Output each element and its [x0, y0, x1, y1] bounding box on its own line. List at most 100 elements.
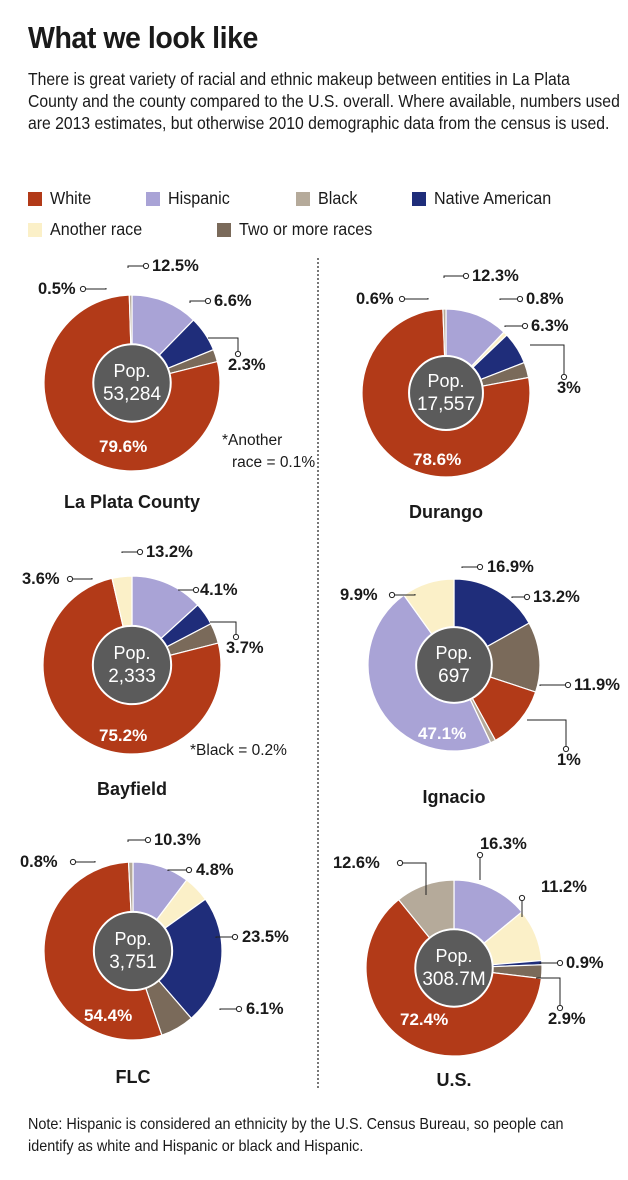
data-label: 2.9%	[548, 1010, 586, 1028]
legend-label: Hispanic	[168, 188, 230, 208]
leader-dot	[192, 586, 200, 594]
data-label: 2.3%	[228, 356, 266, 374]
leader-line	[215, 936, 235, 938]
data-label: 13.2%	[533, 588, 580, 606]
chart-title: U.S.	[436, 1070, 471, 1090]
leader-dot	[398, 295, 406, 303]
legend-label: Black	[318, 188, 358, 208]
legend-swatch	[28, 191, 42, 206]
pie-slice-two-or-more-races	[452, 622, 541, 693]
leader-dot	[523, 593, 531, 601]
leader-dot	[232, 633, 240, 641]
leader-line	[527, 719, 567, 749]
leader-dot	[69, 858, 77, 866]
center-pop-label: Pop.	[435, 643, 472, 663]
leader-line	[127, 839, 148, 842]
legend-item-black: Black	[296, 188, 361, 209]
leader-dot	[204, 297, 212, 305]
data-label: 3.7%	[226, 639, 264, 657]
leader-dot	[136, 548, 144, 556]
leader-line	[210, 621, 237, 637]
leader-line	[443, 275, 466, 278]
data-label: 12.6%	[333, 854, 380, 872]
center-pop-value: 53,284	[103, 384, 162, 405]
page-subtitle: There is great variety of racial and eth…	[28, 69, 620, 133]
data-label: 23.5%	[242, 928, 289, 946]
leader-line	[208, 337, 239, 354]
pie-slice-native-american	[132, 898, 223, 1020]
data-label: 47.1%	[418, 724, 466, 743]
chart-footnote: race = 0.1%	[232, 454, 315, 471]
data-label: 0.8%	[526, 290, 564, 308]
leader-dot	[521, 322, 529, 330]
legend-label: Two or more races	[239, 219, 373, 239]
legend-swatch	[412, 191, 426, 206]
data-label: 1%	[557, 751, 581, 769]
leader-dot	[144, 836, 152, 844]
leader-line	[511, 596, 527, 598]
leader-line	[402, 298, 429, 300]
donut-center	[92, 910, 174, 992]
donut-center	[91, 624, 173, 706]
donut-center	[415, 626, 493, 704]
center-pop-label: Pop.	[435, 946, 472, 966]
data-label: 9.9%	[340, 586, 378, 604]
data-label: 6.6%	[214, 292, 252, 310]
leader-dot	[234, 350, 242, 358]
leader-line	[530, 344, 565, 377]
leader-dot	[185, 866, 193, 874]
leader-dot	[556, 959, 564, 967]
leader-dot	[476, 851, 484, 859]
legend-label: Another race	[50, 219, 143, 239]
center-pop-value: 3,751	[109, 952, 157, 973]
data-label: 3.6%	[22, 570, 60, 588]
leader-line	[392, 594, 416, 596]
leader-dot	[142, 262, 150, 270]
leader-dot	[556, 1004, 564, 1012]
leader-line	[536, 977, 561, 1008]
legend-swatch	[217, 222, 231, 237]
center-pop-value: 697	[438, 666, 470, 687]
legend-swatch	[146, 191, 160, 206]
chart-footnote: *Another	[222, 432, 282, 449]
leader-line	[70, 578, 93, 580]
data-label: 10.3%	[154, 831, 201, 849]
leader-line	[127, 265, 146, 268]
data-label: 12.3%	[472, 267, 519, 285]
data-label: 6.1%	[246, 1000, 284, 1018]
data-label: 0.6%	[356, 290, 394, 308]
leader-dot	[562, 745, 570, 753]
data-label: 11.2%	[541, 878, 587, 896]
leader-dot	[476, 563, 484, 571]
legend-item-another-race: Another race	[28, 219, 150, 240]
leader-line	[189, 300, 208, 303]
chart-title: La Plata County	[64, 492, 200, 512]
data-label: 4.1%	[200, 581, 238, 599]
chart-title: Durango	[409, 502, 483, 522]
leader-dot	[66, 575, 74, 583]
leader-line	[83, 288, 107, 290]
data-label: 4.8%	[196, 861, 234, 879]
legend-swatch	[296, 191, 310, 206]
footnote-note: Note: Hispanic is considered an ethnicit…	[28, 1116, 564, 1155]
leader-dot	[462, 272, 470, 280]
data-label: 0.9%	[566, 954, 604, 972]
leader-dot	[564, 681, 572, 689]
center-pop-value: 17,557	[417, 394, 475, 415]
data-label: 0.5%	[38, 280, 76, 298]
center-pop-value: 2,333	[108, 666, 156, 687]
leader-line	[539, 962, 560, 964]
donut-center	[92, 343, 172, 423]
leader-line	[73, 861, 96, 863]
leader-line	[504, 325, 525, 327]
chart-title: FLC	[116, 1067, 151, 1087]
leader-dot	[518, 894, 526, 902]
leader-line	[167, 869, 189, 871]
legend-label: White	[50, 188, 92, 208]
leader-line	[499, 298, 520, 300]
center-pop-label: Pop.	[113, 643, 150, 663]
leader-dot	[235, 1005, 243, 1013]
leader-dot	[388, 591, 396, 599]
data-label: 54.4%	[84, 1006, 132, 1025]
legend-item-native-american: Native American	[412, 188, 561, 209]
